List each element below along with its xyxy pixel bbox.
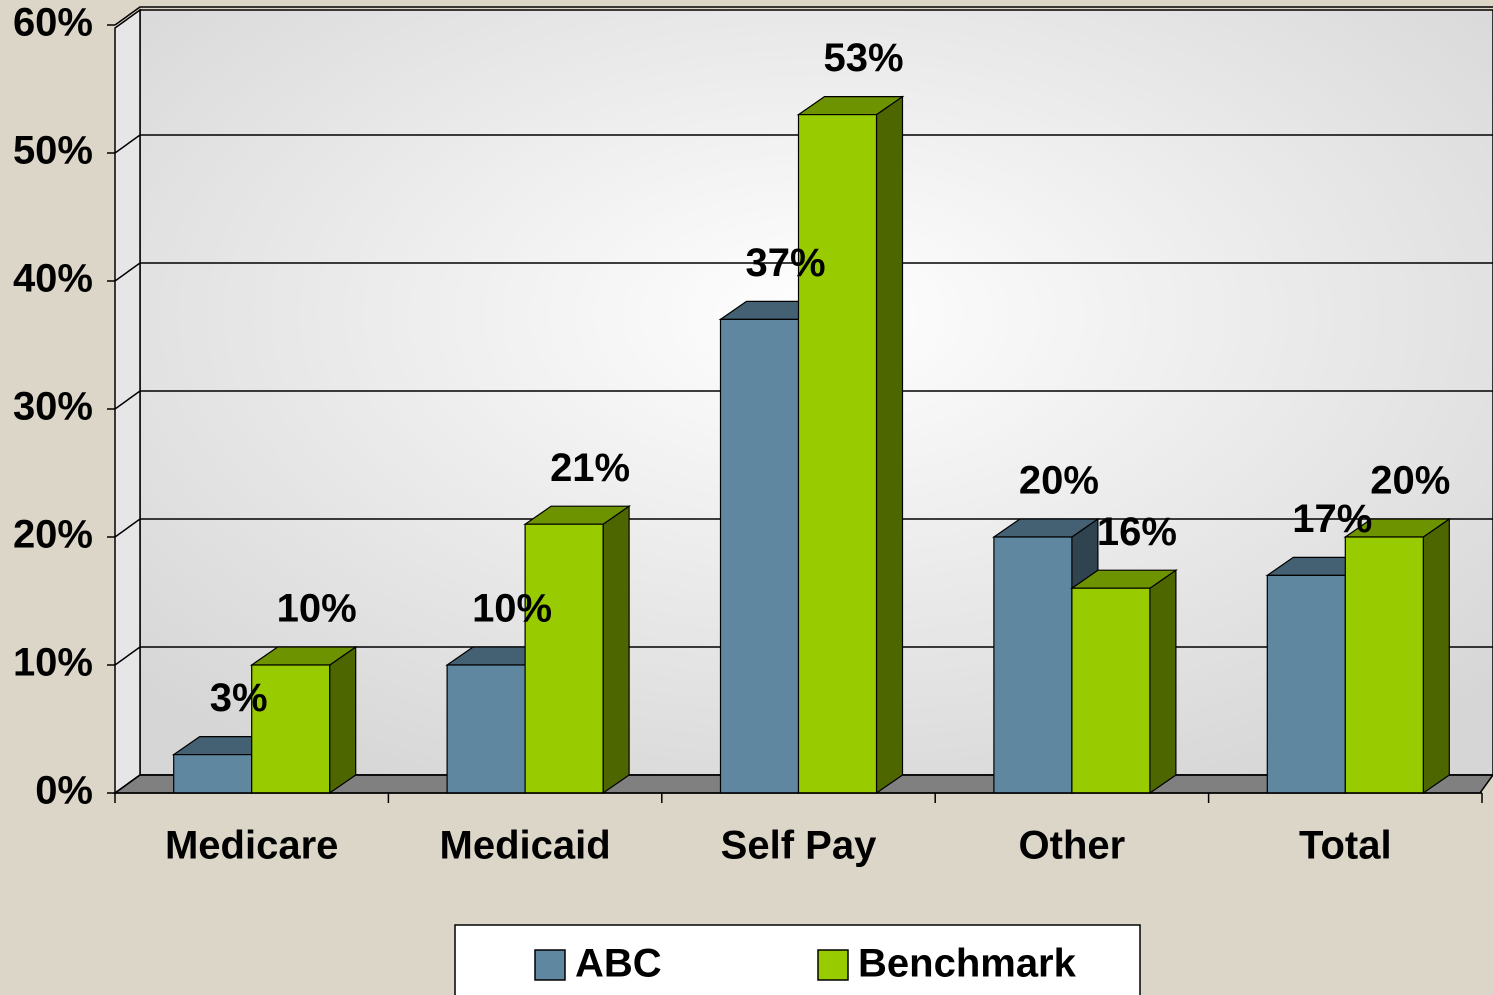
- legend-label: Benchmark: [858, 942, 1077, 986]
- y-tick-label: 30%: [13, 385, 93, 429]
- side-wall: [114, 8, 141, 795]
- y-tick-label: 20%: [13, 513, 93, 557]
- bar-side: [875, 95, 904, 795]
- bar: [251, 664, 331, 794]
- value-label: 53%: [823, 36, 903, 80]
- bar: [173, 753, 253, 794]
- value-label: 37%: [745, 241, 825, 285]
- grid-line: [114, 262, 1493, 282]
- legend-swatch: [534, 949, 566, 981]
- value-label: 10%: [472, 587, 552, 631]
- x-tick-label: Other: [1019, 824, 1126, 868]
- x-tick-label: Self Pay: [721, 824, 877, 868]
- bar: [446, 664, 526, 794]
- y-tick-label: 0%: [35, 769, 93, 813]
- grid-line: [114, 390, 1493, 410]
- y-tick-label: 10%: [13, 641, 93, 685]
- value-label: 20%: [1019, 459, 1099, 503]
- x-tick-label: Total: [1299, 824, 1392, 868]
- value-label: 20%: [1370, 459, 1450, 503]
- value-label: 17%: [1292, 497, 1372, 541]
- bar: [719, 318, 800, 794]
- legend-label: ABC: [575, 942, 662, 986]
- y-tick-label: 60%: [13, 1, 93, 45]
- y-tick-label: 40%: [13, 257, 93, 301]
- bar: [1071, 587, 1151, 794]
- x-tick-label: Medicaid: [440, 824, 611, 868]
- value-label: 16%: [1097, 510, 1177, 554]
- bar: [797, 113, 878, 794]
- y-tick-label: 50%: [13, 129, 93, 173]
- bar: [524, 523, 604, 794]
- x-tick-label: Medicare: [165, 824, 338, 868]
- bar-side: [329, 645, 357, 795]
- value-label: 3%: [210, 676, 268, 720]
- bar-side: [602, 505, 630, 795]
- bar-side: [1149, 569, 1177, 795]
- legend-swatch: [817, 949, 849, 981]
- grid-line: [114, 134, 1493, 154]
- value-label: 21%: [550, 446, 630, 490]
- value-label: 10%: [277, 587, 357, 631]
- bar: [1266, 574, 1346, 794]
- bar: [993, 536, 1073, 794]
- grid-line: [114, 6, 1493, 26]
- legend: [454, 924, 1141, 995]
- bar-side: [1422, 517, 1450, 795]
- bar: [1344, 536, 1424, 794]
